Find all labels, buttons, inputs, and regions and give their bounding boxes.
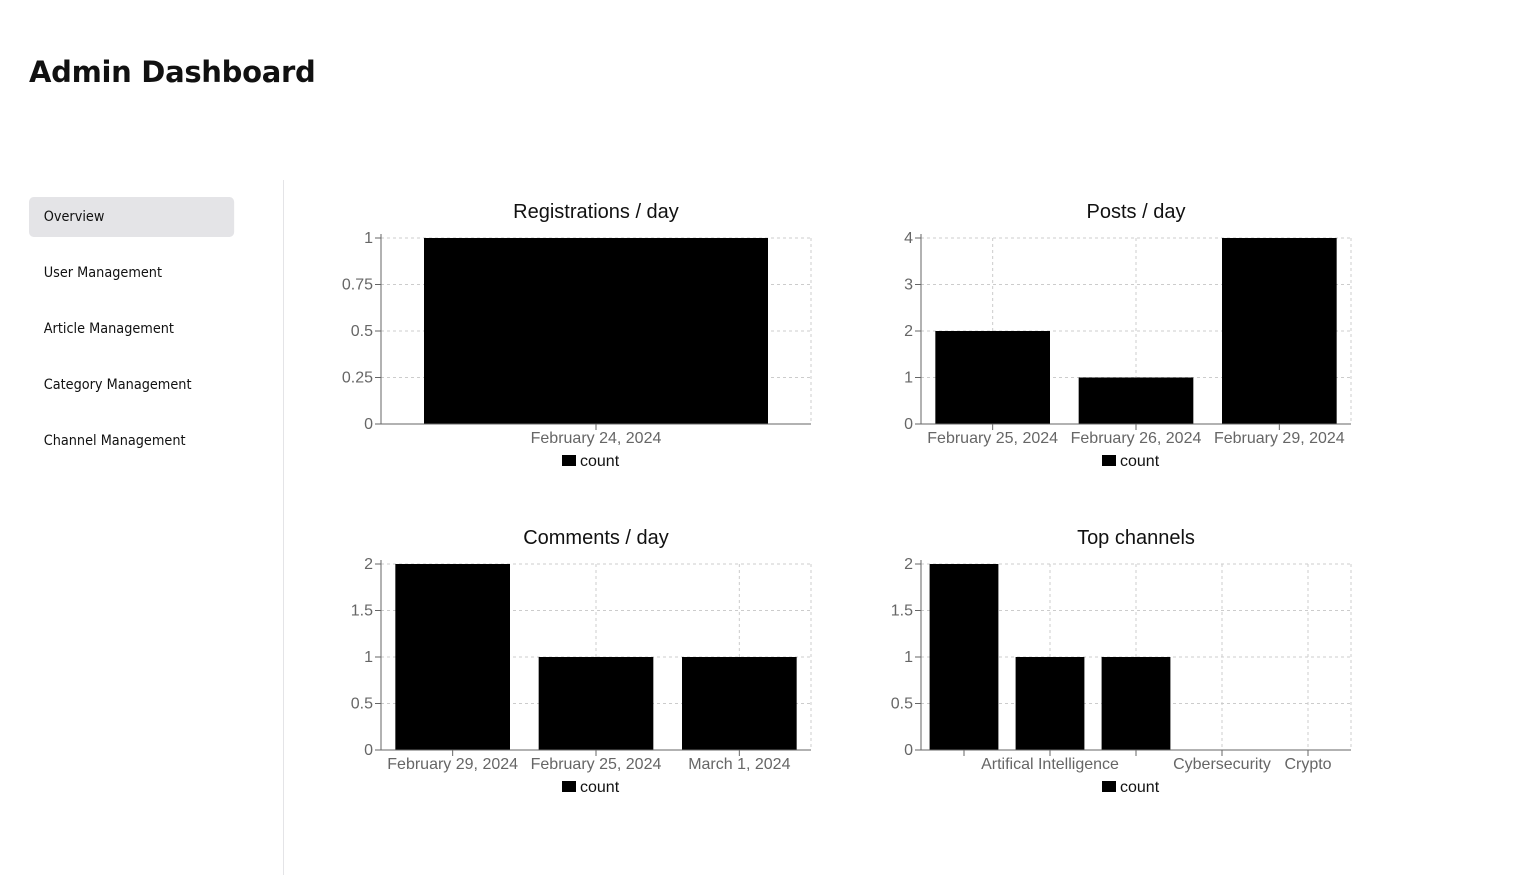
y-tick-label: 0.25 bbox=[342, 370, 373, 387]
y-tick-label: 1 bbox=[364, 649, 373, 666]
x-tick-label: Crypto bbox=[1284, 756, 1331, 773]
y-tick-label: 0 bbox=[904, 742, 913, 759]
bar-0 bbox=[424, 238, 768, 424]
top-channels-chart: Top channels 0 0.5 1 1.5 2 Artifical Intellige… bbox=[891, 527, 1352, 796]
legend-label: count bbox=[580, 453, 620, 470]
x-tick-label: February 24, 2024 bbox=[531, 430, 662, 447]
chart-title: Registrations / day bbox=[513, 201, 679, 223]
x-tick-label: February 25, 2024 bbox=[531, 756, 662, 773]
sidebar-item-user-management[interactable]: User Management bbox=[43, 265, 163, 281]
x-tick-label: February 26, 2024 bbox=[1071, 430, 1202, 447]
registrations-chart: Registrations / day 0 0.25 0.5 0.75 1 February… bbox=[342, 201, 812, 470]
chart-title: Top channels bbox=[1077, 527, 1195, 549]
x-tick-label: February 29, 2024 bbox=[1214, 430, 1345, 447]
legend-swatch bbox=[562, 781, 576, 792]
x-tick-label: February 29, 2024 bbox=[387, 756, 518, 773]
bar-1 bbox=[1078, 377, 1194, 424]
bar-0 bbox=[935, 331, 1050, 424]
legend-label: count bbox=[1120, 453, 1160, 470]
bar-0 bbox=[395, 564, 510, 750]
x-tick-label: Cybersecurity bbox=[1173, 756, 1271, 773]
y-tick-label: 1 bbox=[904, 370, 913, 387]
y-tick-label: 1 bbox=[364, 230, 373, 247]
y-tick-label: 0.75 bbox=[342, 277, 373, 294]
chart-title: Comments / day bbox=[523, 527, 669, 549]
legend-swatch bbox=[1102, 455, 1116, 466]
bar-1 bbox=[538, 657, 654, 750]
sidebar: Overview User Management Article Managem… bbox=[0, 180, 284, 875]
y-tick-label: 2 bbox=[904, 556, 913, 573]
x-tick-label: February 25, 2024 bbox=[927, 430, 1058, 447]
x-tick-label: March 1, 2024 bbox=[688, 756, 790, 773]
comments-chart: Comments / day 0 0.5 1 1.5 2 February 29, 2024… bbox=[351, 527, 812, 796]
bar-2 bbox=[1101, 657, 1171, 750]
legend-swatch bbox=[1102, 781, 1116, 792]
bar-2 bbox=[1222, 238, 1337, 424]
bar-0 bbox=[929, 564, 999, 750]
sidebar-item-article-management[interactable]: Article Management bbox=[43, 321, 174, 337]
y-tick-label: 0 bbox=[364, 742, 373, 759]
page-title: Admin Dashboard bbox=[29, 55, 316, 89]
posts-chart: Posts / day 0 1 2 3 4 February 25, 2024 Februar… bbox=[904, 201, 1352, 470]
legend-swatch bbox=[562, 455, 576, 466]
y-tick-label: 0 bbox=[904, 416, 913, 433]
y-tick-label: 1 bbox=[904, 649, 913, 666]
y-tick-label: 0.5 bbox=[351, 696, 373, 713]
sidebar-item-channel-management[interactable]: Channel Management bbox=[43, 433, 186, 449]
bar-2 bbox=[682, 657, 797, 750]
bar-1 bbox=[1015, 657, 1085, 750]
x-tick-label: Artifical Intelligence bbox=[981, 756, 1119, 773]
y-tick-label: 2 bbox=[364, 556, 373, 573]
y-tick-label: 4 bbox=[904, 230, 913, 247]
y-tick-label: 2 bbox=[904, 323, 913, 340]
legend-label: count bbox=[1120, 779, 1160, 796]
legend-label: count bbox=[580, 779, 620, 796]
y-tick-label: 0.5 bbox=[891, 696, 913, 713]
y-tick-label: 1.5 bbox=[351, 603, 373, 620]
y-tick-label: 1.5 bbox=[891, 603, 913, 620]
sidebar-item-overview[interactable]: Overview bbox=[29, 197, 235, 237]
sidebar-item-category-management[interactable]: Category Management bbox=[43, 377, 192, 393]
y-tick-label: 0.5 bbox=[351, 323, 373, 340]
chart-title: Posts / day bbox=[1087, 201, 1186, 223]
y-tick-label: 3 bbox=[904, 277, 913, 294]
y-tick-label: 0 bbox=[364, 416, 373, 433]
